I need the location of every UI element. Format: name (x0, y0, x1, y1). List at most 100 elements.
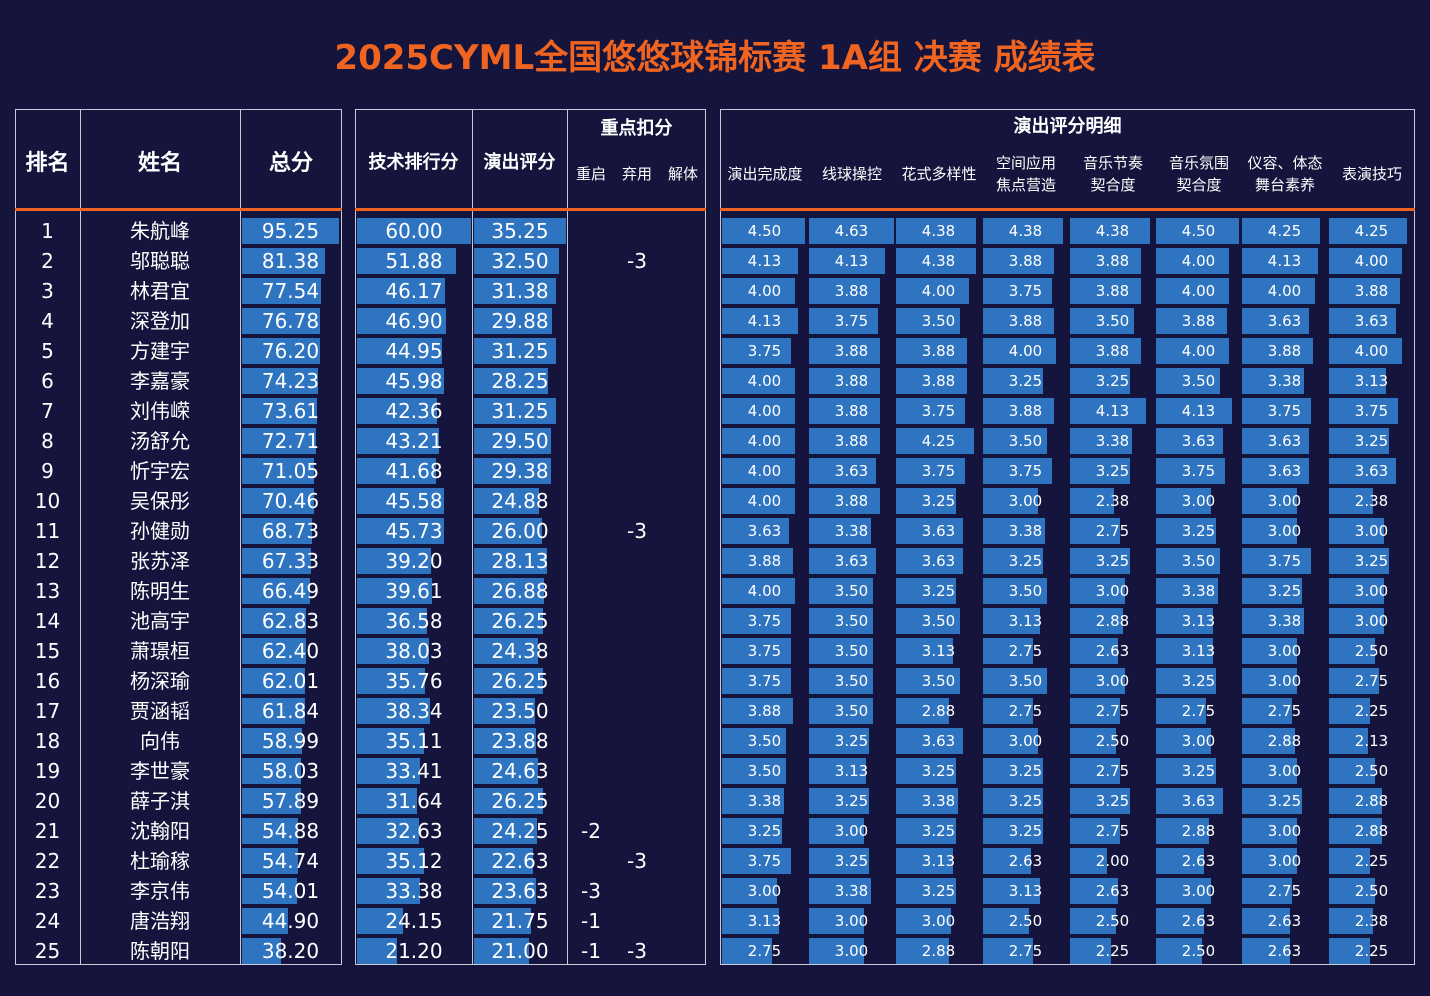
perf-cell-value: 24.63 (491, 759, 549, 783)
rank-cell: 25 (34, 939, 61, 963)
detail-cell-value: 3.00 (1008, 492, 1043, 510)
perf-cell-value: 21.75 (491, 909, 549, 933)
discard-cell (614, 786, 660, 816)
detail-cell-bar (809, 518, 872, 544)
detail-cell: 4.13 (1156, 398, 1241, 424)
discard-cell (614, 696, 660, 726)
detail-cell-bar (1329, 578, 1385, 604)
perf-cell-value: 29.50 (491, 429, 549, 453)
restart-cell (567, 516, 615, 546)
detail-cell: 4.00 (722, 458, 807, 484)
detail-cell: 3.00 (1070, 578, 1155, 604)
detail-cell: 3.25 (983, 548, 1068, 574)
total-cell-bar (242, 788, 301, 814)
detail-cell: 2.50 (983, 908, 1068, 934)
table-row: 10 吴保彤 70.46 45.58 24.88 4.00 3.88 3.25 3.00 2.38… (0, 486, 1430, 516)
detail-cell-value: 3.25 (1267, 582, 1302, 600)
detail-cell-bar (1070, 728, 1116, 754)
table-row: 14 池高宇 62.83 36.58 26.25 3.75 3.50 3.50 3.13 2.88… (0, 606, 1430, 636)
detail-cell: 4.38 (896, 248, 981, 274)
detail-cell-value: 3.75 (1008, 282, 1043, 300)
perf-cell-value: 24.38 (491, 639, 549, 663)
table-row: 21 沈翰阳 54.88 32.63 24.25 -2 3.25 3.00 3.25 3.25 2.… (0, 816, 1430, 846)
detail-cell: 3.63 (1329, 458, 1414, 484)
detail-cell-bar (1329, 758, 1375, 784)
detail-cell-bar (809, 338, 881, 364)
rank-cell: 3 (41, 279, 54, 303)
perf-cell: 35.25 (474, 218, 566, 244)
detail-cell-bar (896, 758, 956, 784)
table-row: 3 林君宜 77.54 46.17 31.38 4.00 3.88 4.00 3.75 3.88 4… (0, 276, 1430, 306)
detail-cell-bar (809, 428, 881, 454)
total-cell-value: 66.49 (261, 579, 320, 603)
detail-cell-bar (1156, 458, 1225, 484)
untie-cell (660, 726, 706, 756)
perf-cell: 31.38 (474, 278, 566, 304)
detail-cell-bar (1156, 848, 1205, 874)
detail-cell-bar (1070, 218, 1151, 244)
detail-cell-value: 4.00 (747, 492, 782, 510)
detail-cell-value: 2.63 (1181, 912, 1216, 930)
perf-cell-value: 26.25 (491, 789, 549, 813)
detail-cell-bar (1070, 608, 1123, 634)
detail-cell: 3.50 (1070, 308, 1155, 334)
detail-cell: 4.00 (1156, 338, 1241, 364)
restart-cell (567, 216, 615, 246)
tech-cell-bar (357, 458, 437, 484)
rank-cell: 12 (34, 549, 61, 573)
detail-cell-value: 3.00 (747, 882, 782, 900)
detail-cell-value: 4.50 (1181, 222, 1216, 240)
detail-cell-value: 2.00 (1095, 852, 1130, 870)
tech-cell-value: 45.98 (385, 369, 443, 393)
detail-cell-value: 3.00 (1181, 732, 1216, 750)
perf-cell-value: 24.25 (491, 819, 549, 843)
total-cell-value: 71.05 (261, 459, 320, 483)
detail-cell: 3.25 (1329, 428, 1414, 454)
total-cell: 38.20 (242, 938, 339, 964)
tech-cell-value: 32.63 (385, 819, 443, 843)
detail-cell: 4.13 (1242, 248, 1327, 274)
perf-cell-value: 32.50 (491, 249, 549, 273)
detail-cell-value: 3.25 (921, 582, 956, 600)
header-detail-7: 仪容、体态 舞台素养 (1242, 152, 1328, 196)
detail-cell-bar (1070, 908, 1116, 934)
total-cell-bar (242, 938, 281, 964)
detail-cell: 3.13 (896, 638, 981, 664)
detail-cell: 4.00 (1156, 278, 1241, 304)
detail-cell: 2.88 (1242, 728, 1327, 754)
header-detail-line: 音乐节奏 (1082, 154, 1143, 172)
detail-cell-bar (983, 608, 1041, 634)
detail-cell-bar (809, 698, 874, 724)
perf-cell-value: 24.88 (491, 489, 549, 513)
detail-cell-value: 4.38 (1095, 222, 1130, 240)
detail-cell-value: 3.00 (1267, 762, 1302, 780)
detail-cell-bar (809, 368, 881, 394)
detail-cell: 4.13 (722, 248, 807, 274)
discard-cell: -3 (627, 519, 647, 543)
total-cell-bar (242, 458, 315, 484)
detail-cell-value: 3.13 (1181, 642, 1216, 660)
detail-cell-value: 3.88 (1095, 342, 1130, 360)
detail-cell-bar (1156, 338, 1230, 364)
table-row: 24 唐浩翔 44.90 24.15 21.75 -1 3.13 3.00 3.00 2.50 2.… (0, 906, 1430, 936)
detail-cell-value: 4.50 (747, 222, 782, 240)
header-total: 总分 (268, 151, 313, 176)
detail-cell-value: 3.00 (834, 942, 869, 960)
detail-cell: 3.25 (1242, 578, 1327, 604)
total-cell-value: 54.88 (261, 819, 320, 843)
total-cell-bar (242, 698, 305, 724)
detail-cell: 2.63 (1070, 878, 1155, 904)
detail-cell: 3.00 (1242, 638, 1327, 664)
detail-cell-bar (1242, 368, 1305, 394)
detail-cell: 2.75 (983, 698, 1068, 724)
restart-cell (567, 726, 615, 756)
rank-cell: 21 (34, 819, 61, 843)
detail-cell-bar (983, 248, 1055, 274)
detail-cell: 3.13 (896, 848, 981, 874)
tech-cell-bar (357, 398, 438, 424)
detail-cell: 3.88 (983, 248, 1068, 274)
header-detail-5: 音乐节奏 契合度 (1070, 152, 1156, 196)
tech-cell: 60.00 (357, 218, 471, 244)
detail-cell-value: 4.13 (1095, 402, 1130, 420)
detail-cell-value: 4.00 (747, 462, 782, 480)
